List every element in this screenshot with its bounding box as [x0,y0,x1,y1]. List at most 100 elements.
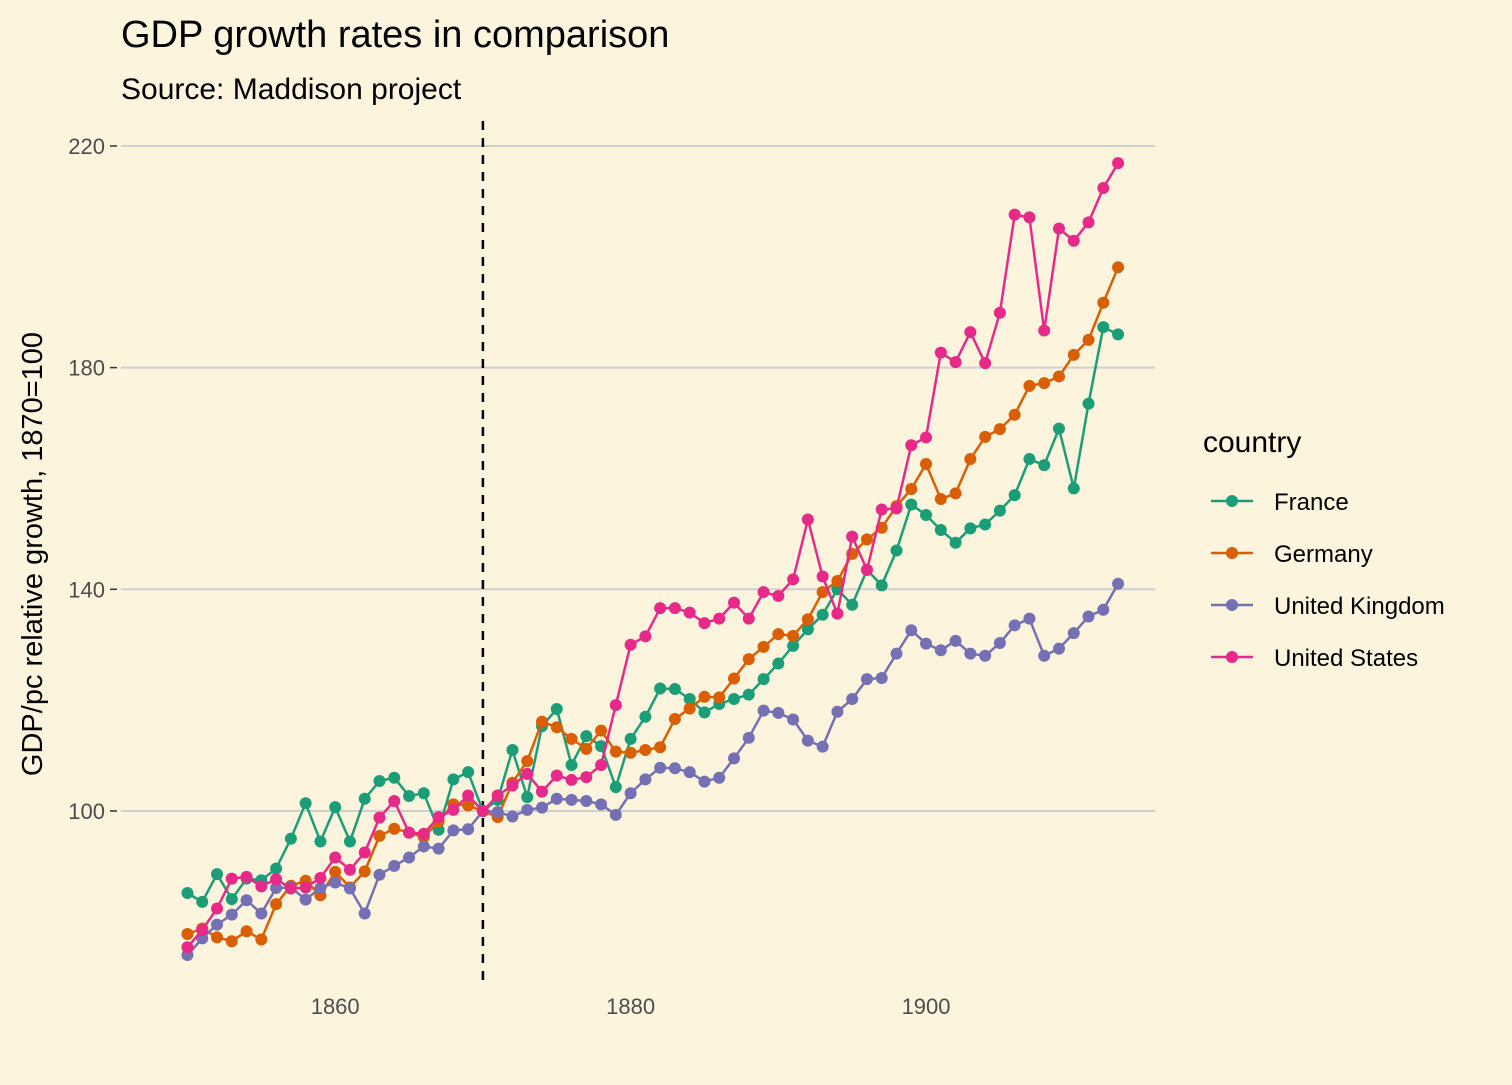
data-point [816,586,829,599]
data-point [1067,482,1080,495]
data-point [1008,408,1021,421]
data-point [964,522,977,535]
data-point [329,801,342,814]
data-point [329,851,342,864]
series-france [181,321,1125,908]
data-point [757,586,770,599]
data-point [270,862,283,875]
y-tick-label: 140 [68,577,105,602]
data-point [343,835,356,848]
legend-item: France [1211,489,1349,516]
data-point [1082,216,1095,229]
data-point [462,823,475,836]
data-point [1023,453,1036,466]
data-point [240,925,253,938]
data-point [388,794,401,807]
legend-item: United States [1211,645,1418,672]
data-point [225,872,238,885]
data-point [787,713,800,726]
data-point [535,801,548,814]
data-point [1067,348,1080,361]
data-point [920,509,933,522]
data-point [196,924,209,937]
data-point [639,744,652,757]
y-tick-label: 220 [68,134,105,159]
data-point [196,895,209,908]
data-point [905,624,918,637]
data-point [521,767,534,780]
data-point [624,787,637,800]
data-point [728,752,741,765]
data-point [964,453,977,466]
legend-key-point [1226,547,1238,559]
legend-key-point [1226,495,1238,507]
data-point [846,530,859,543]
data-point [949,487,962,500]
data-point [211,868,224,881]
data-point [255,933,268,946]
series-line [187,266,1120,943]
data-point [255,907,268,920]
data-point [343,882,356,895]
data-point [831,705,844,718]
data-point [846,693,859,706]
data-point [1038,377,1051,390]
data-point [284,832,297,845]
data-point [211,918,224,931]
data-point [595,724,608,737]
data-point [890,647,903,660]
chart-title: GDP growth rates in comparison [121,14,669,56]
data-point [860,673,873,686]
data-point [624,638,637,651]
data-point [565,773,578,786]
data-point [654,741,667,754]
data-point [476,804,489,817]
data-point [1052,370,1065,383]
data-point [934,492,947,505]
data-point [772,706,785,719]
data-point [314,835,327,848]
data-point [535,785,548,798]
data-point [432,842,445,855]
legend-label: France [1274,489,1349,516]
data-point [270,873,283,886]
data-point [447,773,460,786]
x-tick-label: 1880 [606,994,655,1019]
data-point [373,775,386,788]
data-point [358,907,371,920]
data-point [181,928,194,941]
data-point [462,789,475,802]
data-point [373,868,386,881]
data-point [314,872,327,885]
data-point [358,846,371,859]
data-point [949,536,962,549]
data-point [417,840,430,853]
data-point [314,882,327,895]
data-point [506,779,519,792]
data-point [506,810,519,823]
series-line [186,583,1120,956]
legend-label: United Kingdom [1274,593,1445,620]
data-point [1067,627,1080,640]
data-point [698,617,711,630]
data-point [462,799,475,812]
legend: country France Germany United Kingdom Unite… [1203,426,1445,672]
data-point [1023,612,1036,625]
data-point [240,870,253,883]
data-point [388,822,401,835]
data-point [875,579,888,592]
data-point [1052,222,1065,235]
data-point [654,602,667,615]
data-point [816,570,829,583]
x-tick-label: 1900 [902,994,951,1019]
data-point [624,746,637,759]
series-group [181,157,1125,962]
data-point [550,792,563,805]
data-point [875,503,888,516]
data-point [742,731,755,744]
data-point [934,346,947,359]
series-united-states [181,157,1125,954]
x-axis-ticks: 1860 1880 1900 [311,994,951,1019]
